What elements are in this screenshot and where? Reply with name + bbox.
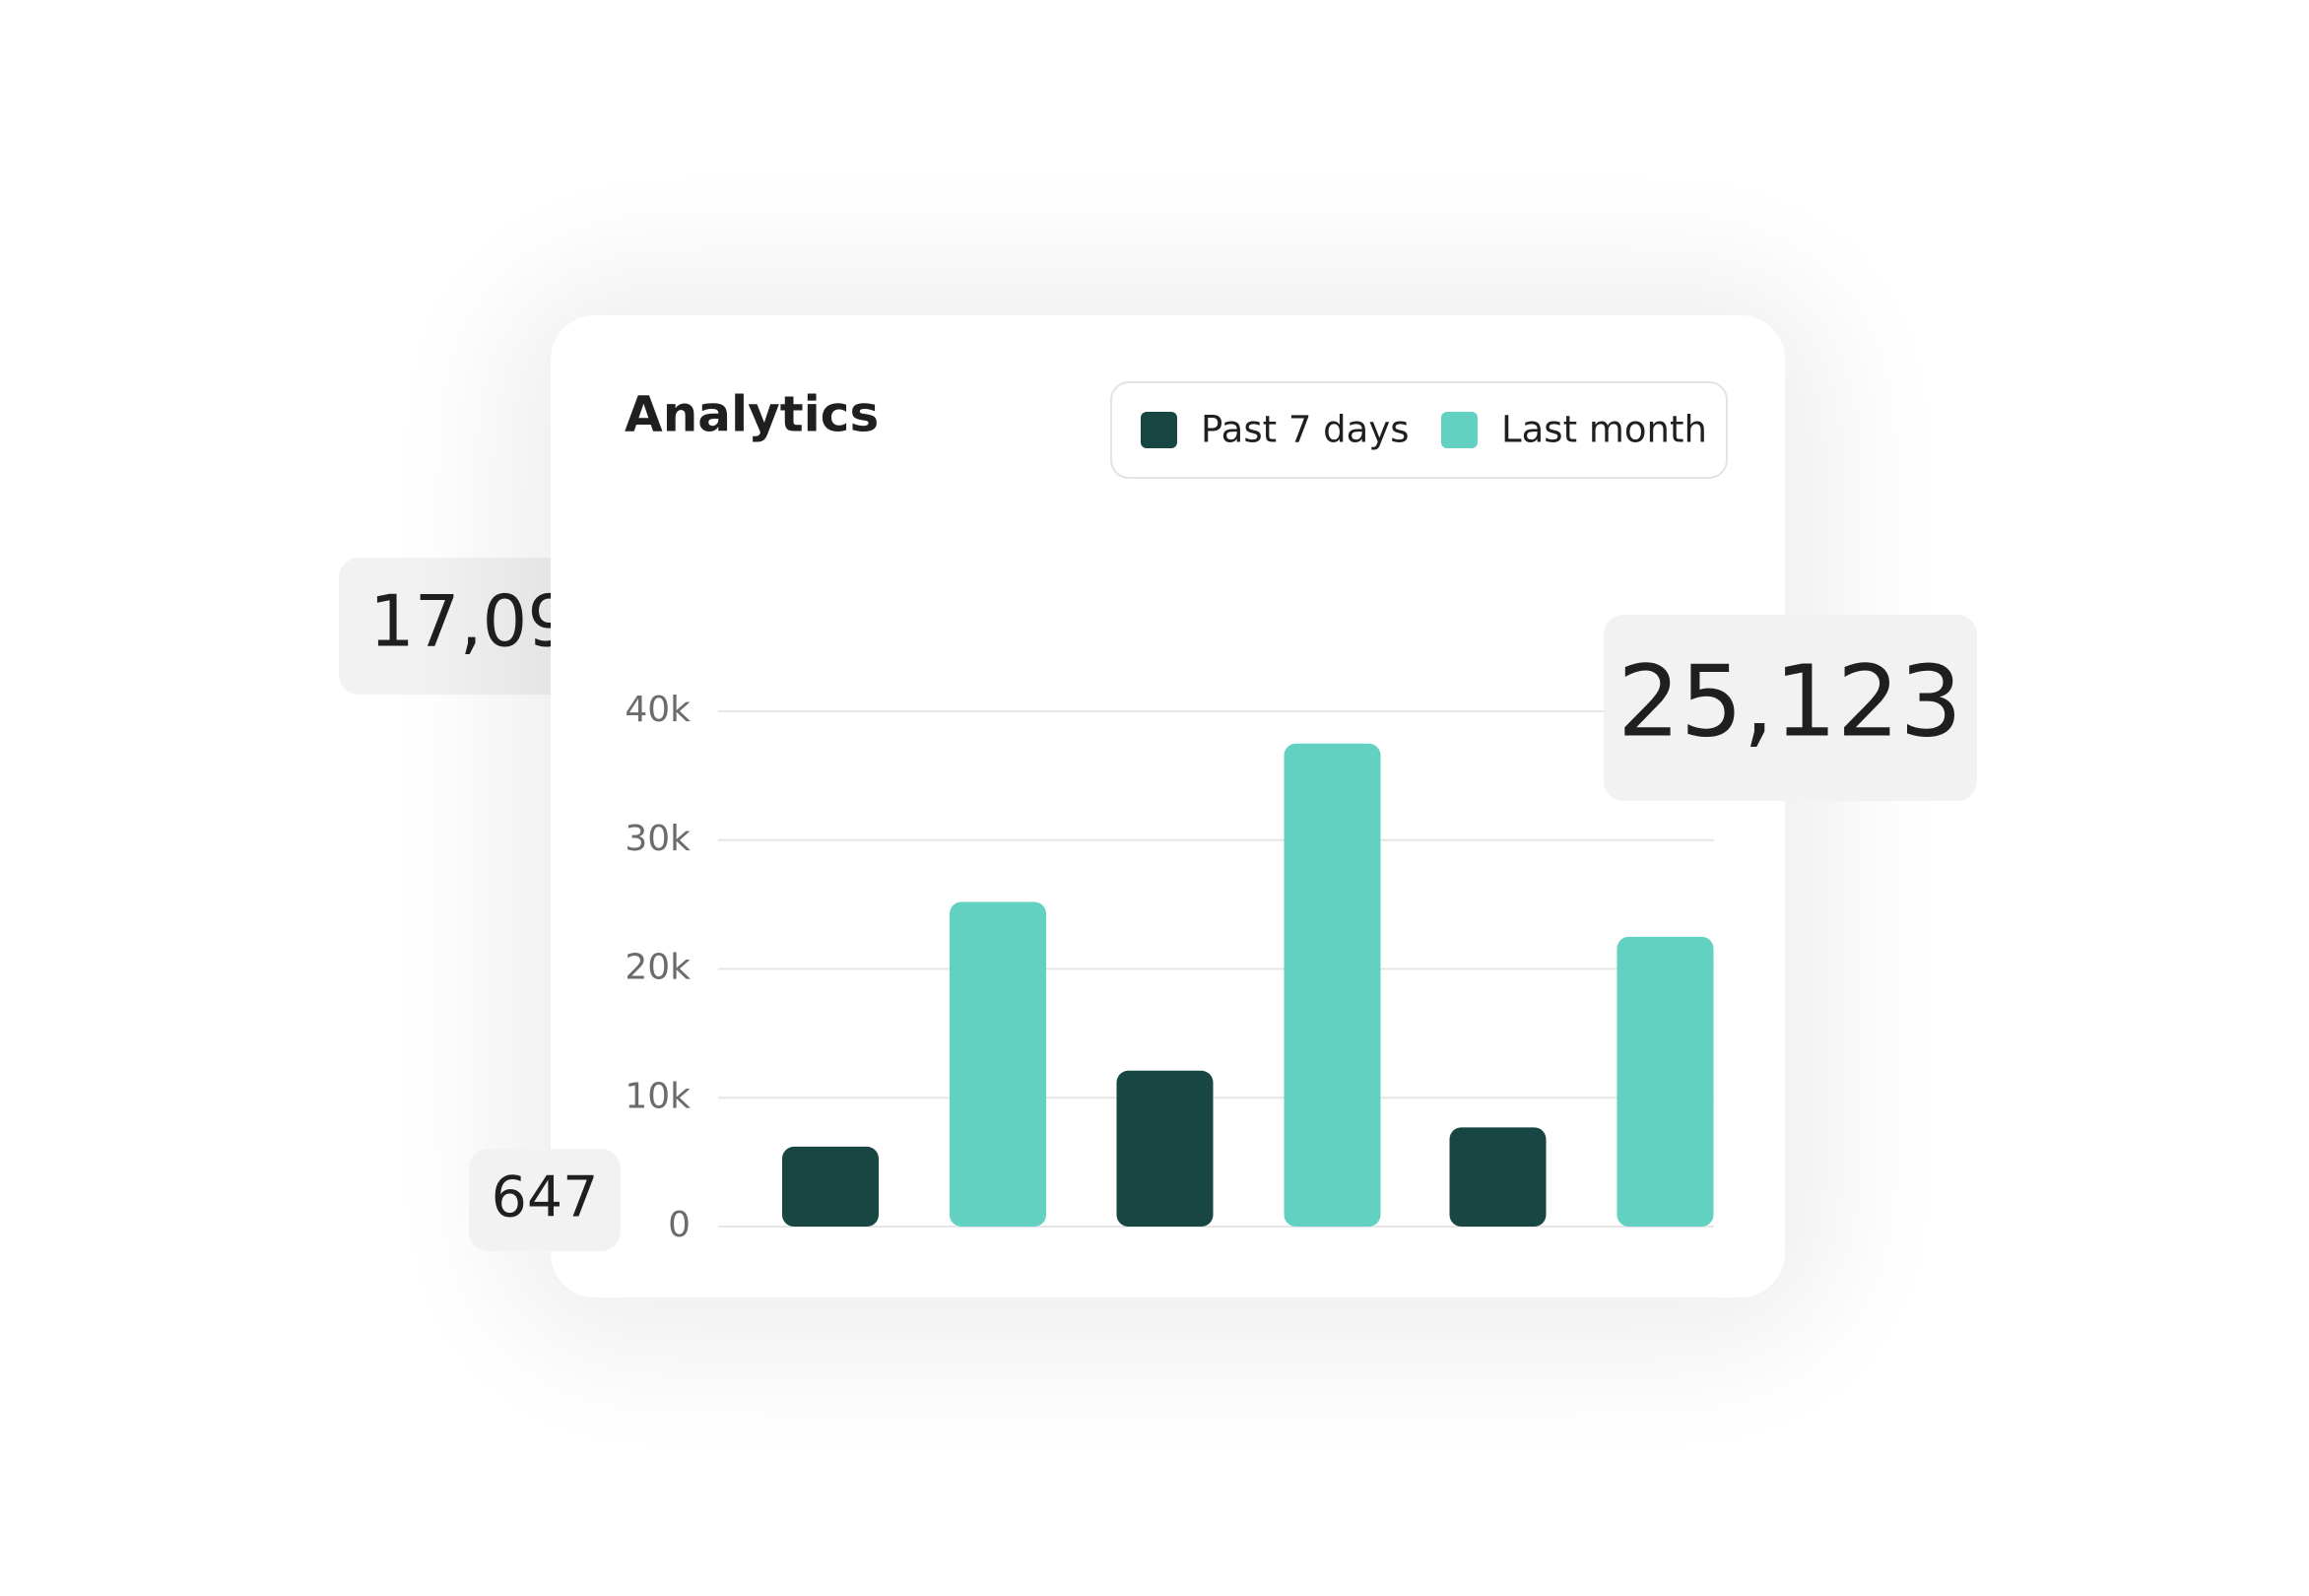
legend-box (1110, 381, 1728, 479)
y-tick-label: 20k (625, 948, 691, 988)
badge-value: 25,123 (1617, 643, 1962, 759)
bar (782, 1146, 879, 1227)
y-tick-label: 40k (625, 690, 691, 730)
plot-area: 0 10k 20k 30k 40k Past 7 days Last month (625, 409, 1714, 1245)
bar (1116, 1070, 1214, 1227)
legend-swatch (1141, 412, 1177, 448)
bar (950, 901, 1046, 1227)
card (551, 315, 1785, 1297)
bar (1616, 936, 1714, 1227)
badge (469, 1149, 621, 1251)
foreground-layer: 25,123 647 (469, 615, 1977, 1251)
bar (1284, 743, 1381, 1227)
y-tick-label: 0 (668, 1205, 691, 1245)
y-tick-label: 30k (625, 819, 691, 859)
badge-value: 647 (492, 1165, 599, 1230)
legend-swatch (1441, 412, 1478, 448)
chart-title: Analytics (625, 386, 879, 443)
badge (1604, 615, 1977, 801)
legend-label: Past 7 days (1201, 409, 1410, 451)
legend-label: Last month (1501, 409, 1707, 451)
y-tick-label: 10k (625, 1076, 691, 1116)
bar (1449, 1127, 1547, 1227)
